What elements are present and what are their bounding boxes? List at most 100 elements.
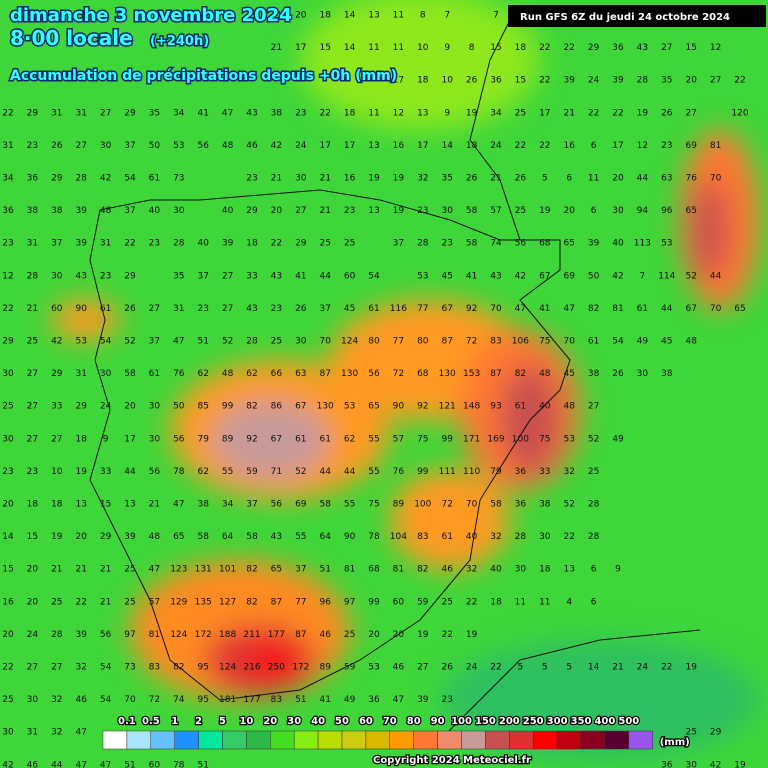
grid-value: 52 [124,337,135,347]
grid-value: 24 [100,402,112,412]
grid-value: 5 [518,663,524,673]
grid-value: 44 [710,271,722,281]
grid-value: 25 [344,630,355,640]
grid-value: 131 [195,565,212,575]
grid-value: 72 [149,695,160,705]
grid-value: 19 [466,108,478,118]
grid-value: 42 [2,760,13,768]
grid-value: 43 [271,271,282,281]
grid-value: 51 [319,565,330,575]
legend-unit: (mm) [660,737,690,748]
grid-value: 15 [100,500,111,510]
grid-value: 19 [685,663,697,673]
legend-label: 5 [219,716,226,727]
legend-label: 10 [239,716,253,727]
grid-value: 10 [417,43,429,53]
grid-value: 33 [100,467,111,477]
grid-value: 68 [417,369,429,379]
grid-value: 58 [319,500,331,510]
grid-value: 61 [319,434,330,444]
grid-value: 31 [27,239,38,249]
grid-value: 9 [103,434,109,444]
grid-value: 53 [173,141,184,151]
grid-value: 44 [637,174,649,184]
grid-value: 8 [469,43,475,53]
grid-value: 73 [173,174,184,184]
grid-value: 82 [588,304,599,314]
grid-value: 32 [417,174,428,184]
grid-value: 39 [563,76,575,86]
grid-value: 32 [466,565,477,575]
grid-value: 31 [75,369,86,379]
grid-value: 7 [640,271,646,281]
grid-value: 177 [243,695,260,705]
grid-value: 27 [685,108,696,118]
grid-value: 34 [2,174,14,184]
grid-value: 21 [612,663,623,673]
grid-value: 114 [658,271,675,281]
grid-value: 49 [637,337,649,347]
grid-value: 33 [246,271,257,281]
grid-value: 22 [539,141,550,151]
grid-value: 40 [197,239,209,249]
grid-value: 18 [466,141,478,151]
grid-value: 41 [466,271,477,281]
grid-value: 30 [539,532,551,542]
legend-swatch [532,730,558,750]
grid-value: 83 [417,532,428,542]
legend-swatch [341,730,367,750]
grid-value: 22 [539,43,550,53]
value-grid: 21 20 18 14 13 11 8 7 721 17 15 14 11 11 10 9 8 15 18 22 22 2… [2,11,749,768]
grid-value: 52 [563,500,574,510]
grid-value: 9 [444,43,450,53]
grid-value: 71 [271,467,282,477]
grid-value: 21 [319,206,330,216]
grid-value: 78 [368,532,380,542]
grid-value: 78 [173,760,185,768]
grid-value: 74 [173,695,185,705]
grid-value: 54 [368,271,380,281]
grid-value: 22 [124,239,135,249]
grid-value: 20 [27,565,39,575]
grid-value: 81 [149,630,160,640]
grid-value: 32 [75,663,86,673]
grid-value: 58 [246,532,258,542]
grid-value: 17 [124,434,135,444]
grid-value: 18 [319,11,331,21]
grid-value: 62 [197,467,208,477]
grid-value: 33 [51,402,62,412]
grid-value: 20 [295,11,307,21]
grid-value: 26 [466,174,478,184]
grid-value: 42 [515,271,526,281]
grid-value: 60 [393,597,405,607]
grid-value: 70 [490,304,502,314]
grid-value: 55 [344,500,355,510]
grid-value: 5 [542,174,548,184]
grid-value: 29 [295,239,307,249]
grid-value: 30 [295,337,307,347]
grid-value: 61 [588,337,599,347]
grid-value: 13 [75,500,86,510]
grid-value: 120 [731,108,748,118]
grid-value: 28 [246,337,258,347]
grid-value: 36 [612,43,624,53]
grid-value: 20 [124,402,136,412]
grid-value: 17 [417,141,428,151]
grid-value: 30 [685,760,697,768]
grid-value: 61 [637,304,648,314]
grid-value: 26 [51,141,63,151]
grid-value: 53 [368,663,379,673]
grid-value: 72 [393,369,404,379]
grid-value: 29 [124,108,136,118]
grid-value: 22 [661,663,672,673]
grid-value: 22 [563,43,574,53]
grid-value: 45 [661,337,672,347]
grid-value: 41 [539,304,550,314]
grid-value: 39 [417,695,429,705]
grid-value: 135 [195,597,212,607]
grid-value: 23 [197,304,208,314]
grid-value: 100 [512,434,529,444]
grid-value: 171 [463,434,480,444]
legend-swatch [126,730,152,750]
grid-value: 11 [368,43,379,53]
